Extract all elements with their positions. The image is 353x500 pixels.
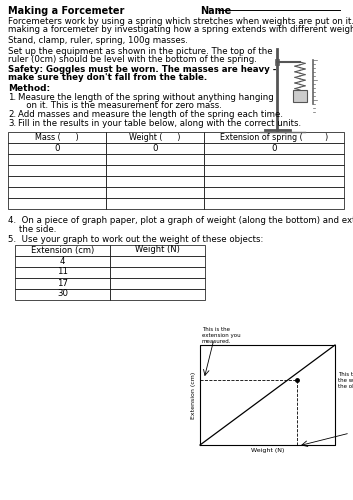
Bar <box>275 59 279 65</box>
Text: Stand, clamp, ruler, spring, 100g masses.: Stand, clamp, ruler, spring, 100g masses… <box>8 36 188 45</box>
Bar <box>8 176 106 187</box>
Text: Making a Forcemeter: Making a Forcemeter <box>8 6 124 16</box>
Text: Fill in the results in your table below, along with the correct units.: Fill in the results in your table below,… <box>18 118 301 128</box>
Text: 2.: 2. <box>8 110 16 119</box>
Bar <box>204 187 344 198</box>
Text: 1.: 1. <box>8 93 16 102</box>
Bar <box>106 143 204 154</box>
Bar <box>106 198 204 209</box>
Text: Weight (N): Weight (N) <box>251 448 284 453</box>
Bar <box>106 132 204 143</box>
Bar <box>110 266 205 278</box>
Bar <box>106 176 204 187</box>
Text: 4.  On a piece of graph paper, plot a graph of weight (along the bottom) and ext: 4. On a piece of graph paper, plot a gra… <box>8 216 353 225</box>
Text: Extension of spring (         ): Extension of spring ( ) <box>220 133 328 142</box>
Text: Weight (      ): Weight ( ) <box>129 133 181 142</box>
Bar <box>8 165 106 176</box>
Text: This tells you
the weight of
the object.: This tells you the weight of the object. <box>338 372 353 388</box>
Bar <box>204 198 344 209</box>
Text: Extension (cm): Extension (cm) <box>191 372 196 418</box>
Bar <box>106 154 204 165</box>
Text: Set up the equipment as shown in the picture. The top of the: Set up the equipment as shown in the pic… <box>8 47 273 56</box>
Text: 0: 0 <box>271 144 277 153</box>
Text: Forcemeters work by using a spring which stretches when weights are put on it. Y: Forcemeters work by using a spring which… <box>8 17 353 26</box>
Text: Method:: Method: <box>8 84 50 93</box>
Text: Mass (      ): Mass ( ) <box>35 133 79 142</box>
Bar <box>8 198 106 209</box>
Bar <box>15 278 110 288</box>
Text: the side.: the side. <box>8 224 56 234</box>
Text: making a forcemeter by investigating how a spring extends with different weights: making a forcemeter by investigating how… <box>8 26 353 35</box>
Bar <box>15 244 110 256</box>
Text: Extension (cm): Extension (cm) <box>31 246 94 254</box>
Text: 0: 0 <box>54 144 60 153</box>
Text: ruler (0cm) should be level with the bottom of the spring.: ruler (0cm) should be level with the bot… <box>8 56 257 64</box>
Bar <box>110 288 205 300</box>
Bar <box>106 165 204 176</box>
Text: 4: 4 <box>60 256 65 266</box>
Text: Safety: Goggles must be worn. The masses are heavy -: Safety: Goggles must be worn. The masses… <box>8 65 276 74</box>
Bar <box>110 244 205 256</box>
Text: 5.  Use your graph to work out the weight of these objects:: 5. Use your graph to work out the weight… <box>8 234 263 244</box>
Text: Measure the length of the spring without anything hanging: Measure the length of the spring without… <box>18 93 274 102</box>
Text: 11: 11 <box>57 268 68 276</box>
Text: This is the
extension you
measured.: This is the extension you measured. <box>202 327 241 344</box>
Text: 30: 30 <box>57 290 68 298</box>
Text: 17: 17 <box>57 278 68 287</box>
Bar <box>204 165 344 176</box>
Text: Weight (N): Weight (N) <box>135 246 180 254</box>
Text: Add masses and measure the length of the spring each time.: Add masses and measure the length of the… <box>18 110 283 119</box>
Bar <box>204 154 344 165</box>
Bar <box>110 278 205 288</box>
Bar <box>15 288 110 300</box>
Bar <box>8 132 106 143</box>
Bar <box>8 187 106 198</box>
Text: 0: 0 <box>152 144 158 153</box>
Bar <box>204 132 344 143</box>
Text: 3.: 3. <box>8 118 16 128</box>
Bar <box>293 90 307 102</box>
Bar <box>106 187 204 198</box>
Bar <box>8 154 106 165</box>
Text: make sure they don't fall from the table.: make sure they don't fall from the table… <box>8 74 207 82</box>
Text: on it. This is the measurement for zero mass.: on it. This is the measurement for zero … <box>18 102 222 110</box>
Text: Name: Name <box>200 6 231 16</box>
Bar <box>110 256 205 266</box>
Bar <box>8 143 106 154</box>
Bar <box>15 266 110 278</box>
Bar <box>204 176 344 187</box>
Bar <box>204 143 344 154</box>
Bar <box>15 256 110 266</box>
